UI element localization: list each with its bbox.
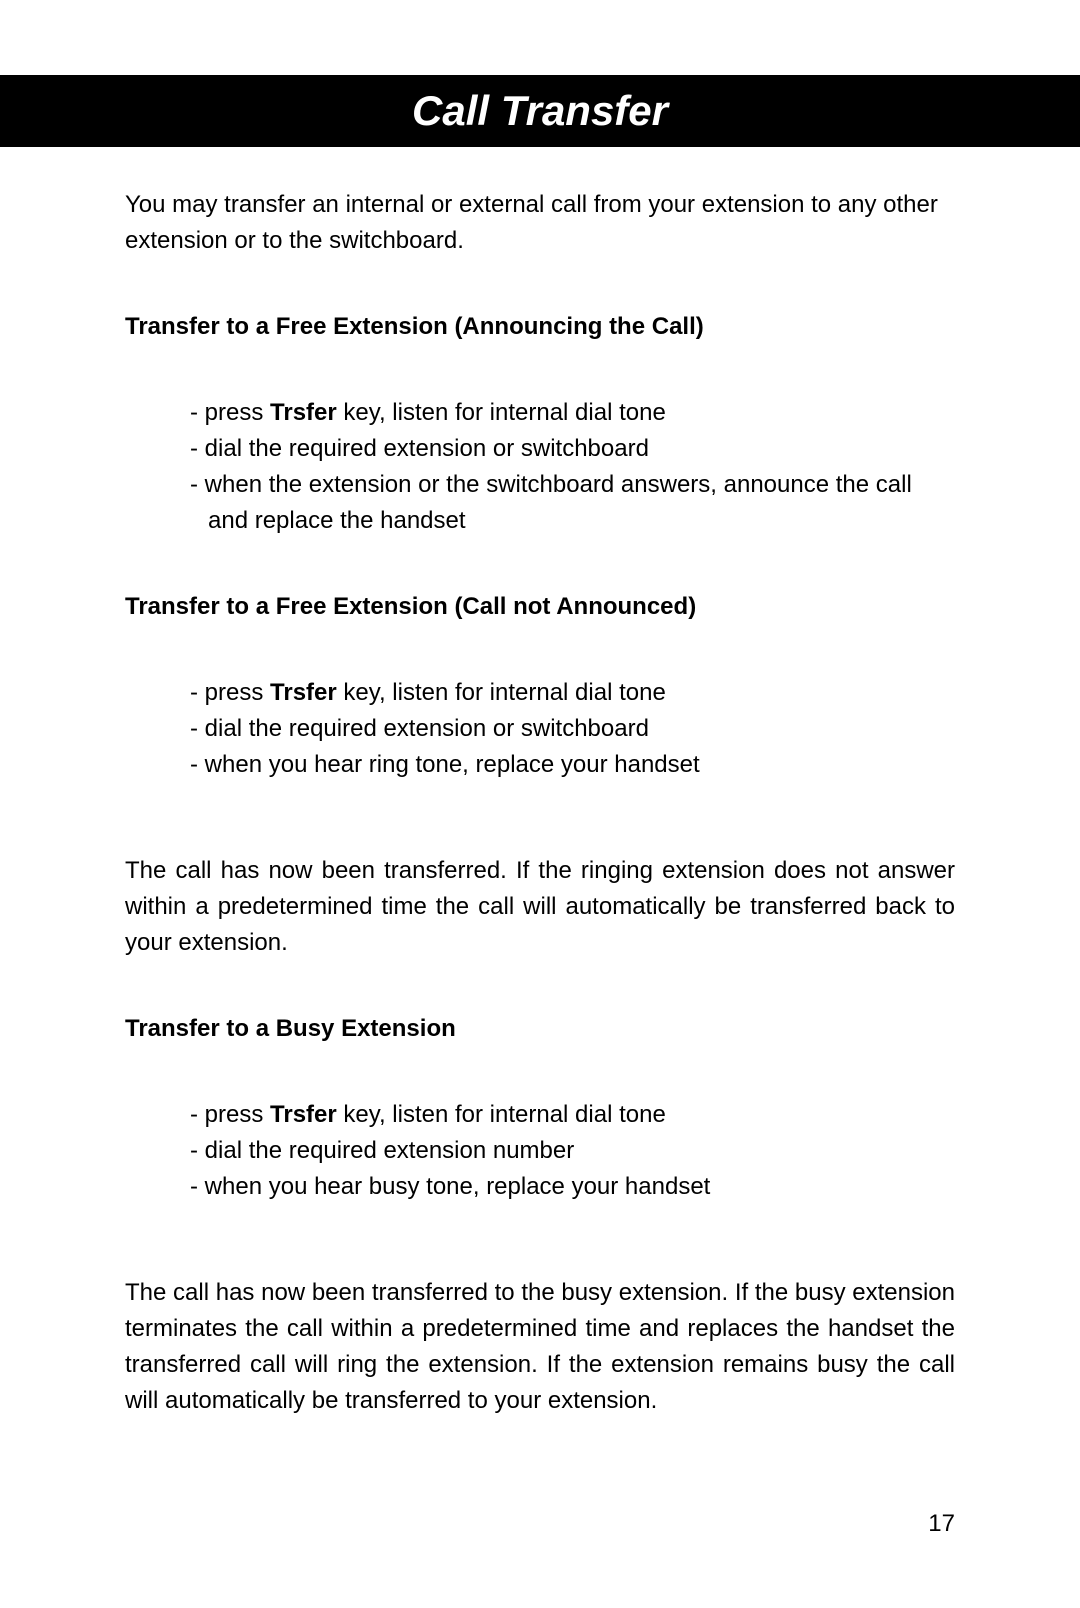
page-content: You may transfer an internal or external… xyxy=(0,147,1080,1419)
section-heading: Transfer to a Busy Extension xyxy=(125,1015,955,1043)
body-paragraph: The call has now been transferred to the… xyxy=(125,1275,955,1419)
bullet-list: press Trsfer key, listen for internal di… xyxy=(190,395,955,539)
page-title: Call Transfer xyxy=(412,87,668,134)
intro-paragraph: You may transfer an internal or external… xyxy=(125,187,955,259)
page-number: 17 xyxy=(928,1510,955,1538)
bullet-list: press Trsfer key, listen for internal di… xyxy=(190,1097,955,1205)
list-item: when the extension or the switchboard an… xyxy=(190,467,955,539)
body-paragraph: The call has now been transferred. If th… xyxy=(125,853,955,961)
list-item: dial the required extension number xyxy=(190,1133,955,1169)
list-item: press Trsfer key, listen for internal di… xyxy=(190,1097,955,1133)
list-item: press Trsfer key, listen for internal di… xyxy=(190,395,955,431)
section-1: Transfer to a Free Extension (Call not A… xyxy=(125,593,955,961)
list-item: press Trsfer key, listen for internal di… xyxy=(190,675,955,711)
section-0: Transfer to a Free Extension (Announcing… xyxy=(125,313,955,539)
bullet-list: press Trsfer key, listen for internal di… xyxy=(190,675,955,783)
list-item: when you hear ring tone, replace your ha… xyxy=(190,747,955,783)
section-2: Transfer to a Busy Extension press Trsfe… xyxy=(125,1015,955,1419)
section-heading: Transfer to a Free Extension (Call not A… xyxy=(125,593,955,621)
list-item: dial the required extension or switchboa… xyxy=(190,711,955,747)
list-item: when you hear busy tone, replace your ha… xyxy=(190,1169,955,1205)
section-heading: Transfer to a Free Extension (Announcing… xyxy=(125,313,955,341)
page-title-bar: Call Transfer xyxy=(0,75,1080,147)
list-item: dial the required extension or switchboa… xyxy=(190,431,955,467)
